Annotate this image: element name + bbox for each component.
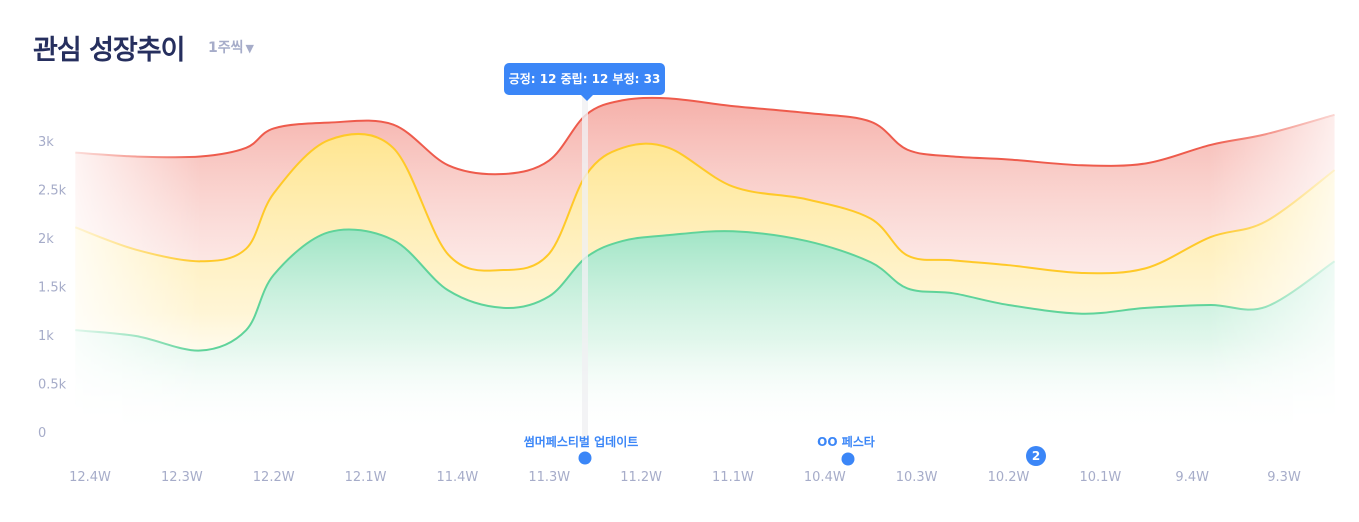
- x-tick-label: 10.3W: [896, 470, 938, 485]
- y-tick-label: 0: [38, 426, 46, 441]
- event-marker-summer-festival[interactable]: [578, 451, 592, 465]
- x-tick-label: 11.2W: [620, 470, 662, 485]
- x-tick-label: 9.4W: [1175, 470, 1209, 485]
- event-label-summer-festival: 썸머페스티벌 업데이트: [523, 435, 639, 449]
- caret-down-icon: ▼: [245, 42, 254, 55]
- y-tick-label: 3k: [38, 135, 54, 150]
- page-title: 관심 성장추이: [33, 35, 185, 66]
- x-tick-label: 10.2W: [988, 470, 1030, 485]
- event-label-oo-festa: OO 페스타: [817, 435, 875, 449]
- y-tick-label: 2k: [38, 232, 54, 247]
- x-tick-label: 9.3W: [1267, 470, 1301, 485]
- x-tick-label: 12.3W: [161, 470, 203, 485]
- x-tick-label: 12.1W: [345, 470, 387, 485]
- x-tick-label: 10.1W: [1079, 470, 1121, 485]
- y-tick-label: 1.5k: [38, 281, 67, 296]
- area-positive: [75, 229, 1335, 433]
- event-marker-oo-festa[interactable]: [841, 452, 855, 466]
- line-neutral[interactable]: [74, 132, 1336, 275]
- x-tick-label: 11.3W: [528, 470, 570, 485]
- y-tick-label: 2.5k: [38, 184, 67, 199]
- line-positive[interactable]: [75, 228, 1336, 352]
- hover-tooltip: 긍정: 12 중립: 12 부정: 33: [504, 63, 665, 101]
- y-tick-label: 0.5k: [38, 378, 67, 393]
- x-tick-label: 11.4W: [436, 470, 478, 485]
- x-tick-label: 12.4W: [69, 470, 111, 485]
- period-dropdown[interactable]: 1주씩 ▼: [208, 37, 254, 57]
- x-tick-label: 11.1W: [712, 470, 754, 485]
- line-negative[interactable]: [75, 96, 1335, 176]
- x-tick-label: 12.2W: [253, 470, 295, 485]
- y-tick-label: 1k: [38, 329, 54, 344]
- event-cluster-badge[interactable]: 2: [1026, 446, 1046, 466]
- hover-line: [582, 97, 588, 442]
- period-label: 1주씩: [208, 40, 244, 56]
- x-tick-label: 10.4W: [804, 470, 846, 485]
